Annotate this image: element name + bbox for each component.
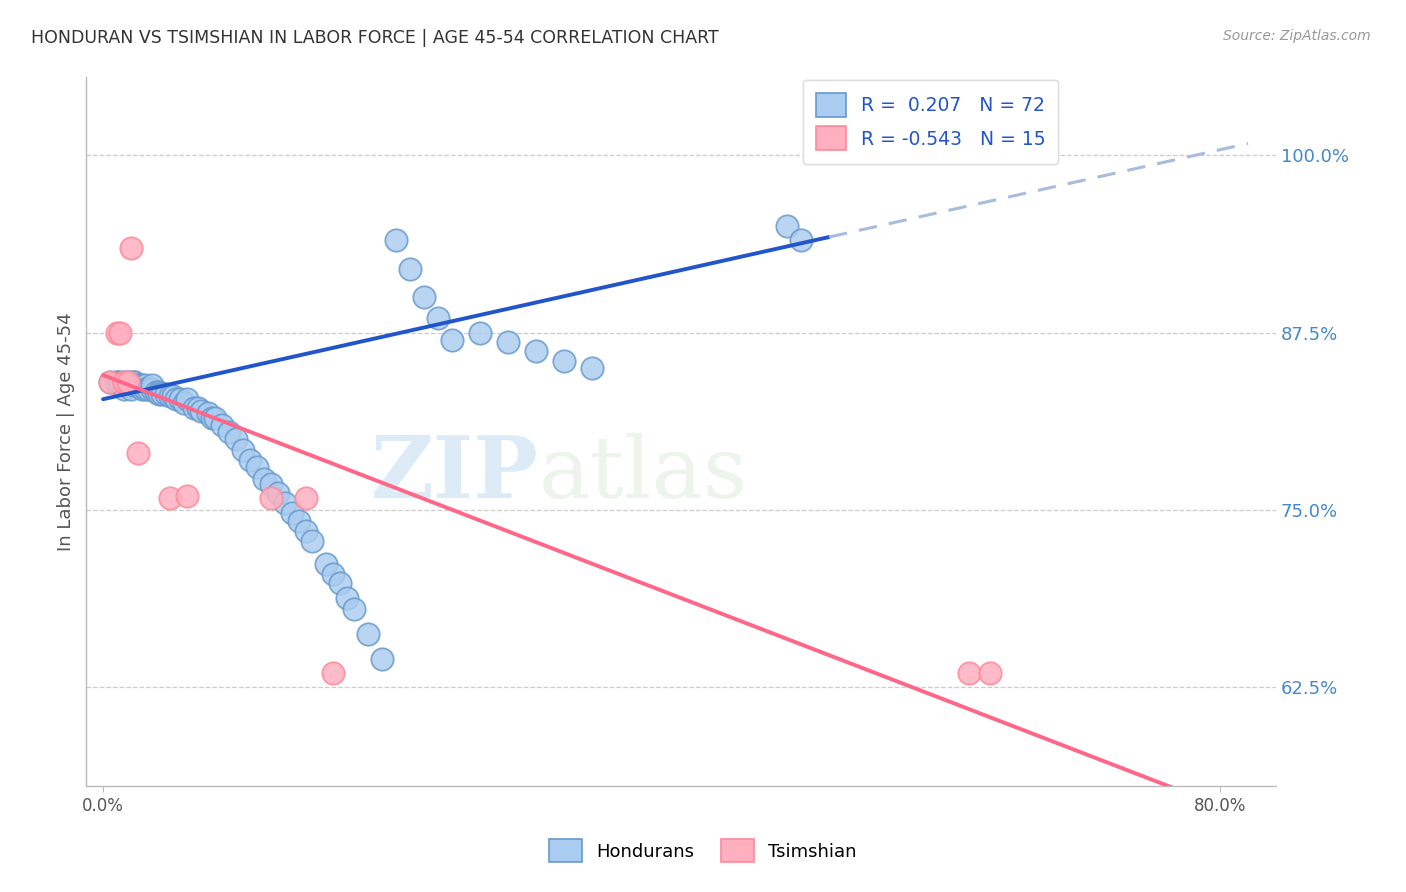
Point <box>105 375 128 389</box>
Point <box>127 378 149 392</box>
Point <box>134 378 156 392</box>
Point <box>112 382 135 396</box>
Point <box>98 375 121 389</box>
Point <box>322 566 344 581</box>
Point <box>197 406 219 420</box>
Point <box>218 425 240 439</box>
Point <box>232 443 254 458</box>
Point <box>108 375 131 389</box>
Point <box>176 489 198 503</box>
Point <box>468 326 491 340</box>
Text: ZIP: ZIP <box>371 433 538 516</box>
Point <box>357 627 380 641</box>
Point <box>329 576 352 591</box>
Legend: R =  0.207   N = 72, R = -0.543   N = 15: R = 0.207 N = 72, R = -0.543 N = 15 <box>803 79 1059 163</box>
Point <box>105 375 128 389</box>
Point <box>165 392 187 407</box>
Point <box>336 591 359 605</box>
Point <box>979 665 1001 680</box>
Point <box>122 378 145 392</box>
Point <box>112 375 135 389</box>
Point <box>150 386 173 401</box>
Point <box>176 392 198 407</box>
Point <box>117 378 139 392</box>
Point <box>287 514 309 528</box>
Point <box>122 375 145 389</box>
Point <box>427 311 450 326</box>
Point <box>294 491 316 506</box>
Text: HONDURAN VS TSIMSHIAN IN LABOR FORCE | AGE 45-54 CORRELATION CHART: HONDURAN VS TSIMSHIAN IN LABOR FORCE | A… <box>31 29 718 46</box>
Point <box>136 382 159 396</box>
Point <box>98 375 121 389</box>
Point <box>173 396 195 410</box>
Point <box>169 392 191 407</box>
Point <box>131 382 153 396</box>
Point <box>108 326 131 340</box>
Point <box>145 385 167 400</box>
Point <box>441 333 464 347</box>
Point <box>246 460 269 475</box>
Point <box>553 354 575 368</box>
Point <box>134 382 156 396</box>
Point <box>776 219 799 234</box>
Y-axis label: In Labor Force | Age 45-54: In Labor Force | Age 45-54 <box>58 312 75 551</box>
Point <box>120 240 142 254</box>
Point <box>294 524 316 538</box>
Point <box>127 378 149 392</box>
Point <box>252 472 274 486</box>
Point <box>371 651 394 665</box>
Point <box>581 361 603 376</box>
Point <box>122 375 145 389</box>
Point <box>273 496 295 510</box>
Point <box>190 403 212 417</box>
Point <box>105 326 128 340</box>
Point <box>117 375 139 389</box>
Point <box>201 410 224 425</box>
Point <box>131 378 153 392</box>
Text: atlas: atlas <box>538 433 748 516</box>
Point <box>141 382 163 396</box>
Point <box>225 432 247 446</box>
Point <box>120 375 142 389</box>
Point <box>120 382 142 396</box>
Point <box>496 335 519 350</box>
Point <box>159 491 181 506</box>
Point <box>183 401 205 415</box>
Point <box>141 378 163 392</box>
Point <box>399 261 422 276</box>
Point <box>148 386 170 401</box>
Point <box>266 485 288 500</box>
Point <box>211 417 233 432</box>
Point <box>155 386 177 401</box>
Point <box>148 385 170 400</box>
Point <box>385 234 408 248</box>
Legend: Hondurans, Tsimshian: Hondurans, Tsimshian <box>543 832 863 870</box>
Point <box>187 401 209 415</box>
Point <box>259 477 281 491</box>
Point <box>239 453 262 467</box>
Point <box>280 506 302 520</box>
Point <box>957 665 980 680</box>
Point <box>790 234 813 248</box>
Point <box>159 389 181 403</box>
Point <box>413 290 436 304</box>
Point <box>259 491 281 506</box>
Point <box>524 343 547 358</box>
Point <box>322 665 344 680</box>
Point <box>315 557 337 571</box>
Point <box>117 375 139 389</box>
Point <box>343 602 366 616</box>
Point <box>162 389 184 403</box>
Point <box>301 533 323 548</box>
Point <box>204 410 226 425</box>
Text: Source: ZipAtlas.com: Source: ZipAtlas.com <box>1223 29 1371 43</box>
Point <box>112 375 135 389</box>
Point <box>127 446 149 460</box>
